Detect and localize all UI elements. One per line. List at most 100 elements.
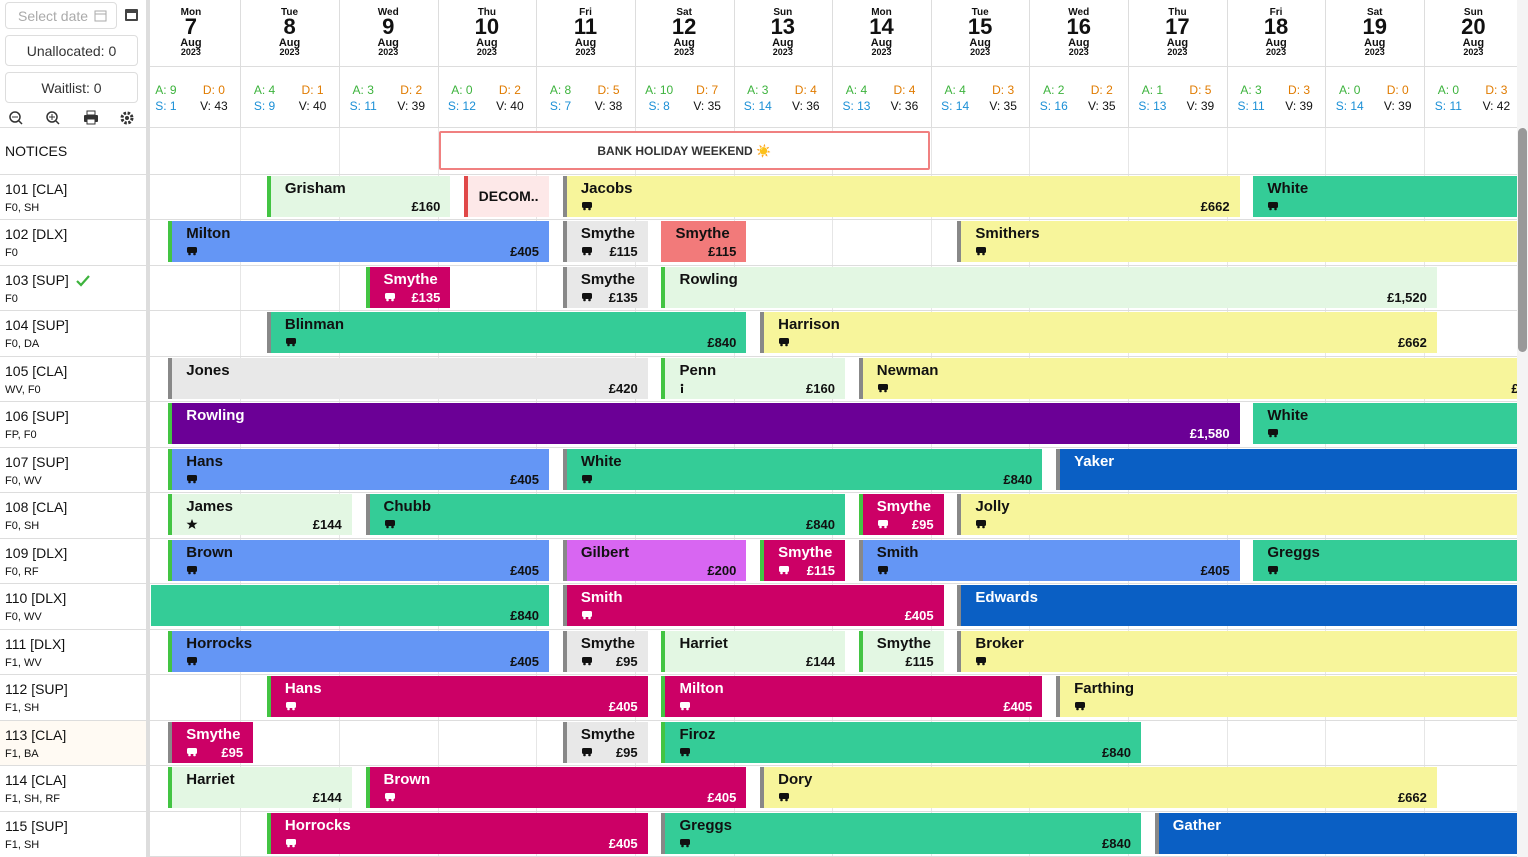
booking[interactable]: Firoz £840 xyxy=(661,721,1141,763)
day-year: 2023 xyxy=(476,47,497,57)
booking[interactable]: Gilbert £200 xyxy=(562,539,747,581)
booking-price: £840 xyxy=(806,517,835,532)
booking[interactable]: Farthing xyxy=(1056,676,1517,717)
booking[interactable]: Blinman £840 xyxy=(266,312,747,353)
booking[interactable]: Harriet £144 xyxy=(168,767,352,808)
booking[interactable]: Greggs £840 xyxy=(661,812,1141,854)
booking[interactable]: Smithers xyxy=(957,221,1517,262)
booking[interactable]: Brown £405 xyxy=(365,767,747,808)
booking[interactable]: Milton £405 xyxy=(661,676,1043,717)
booking[interactable]: Jolly xyxy=(957,494,1517,535)
day-year: 2023 xyxy=(1068,47,1089,57)
booking[interactable]: Hans £405 xyxy=(266,676,648,717)
header-divider xyxy=(733,0,735,128)
booking[interactable]: Rowling £1,520 xyxy=(661,266,1437,308)
booking[interactable]: Penn £160 xyxy=(661,357,845,399)
booking-price: £115 xyxy=(905,653,934,669)
booking-price: £840 xyxy=(1102,744,1131,760)
booking[interactable]: Broker xyxy=(957,630,1517,672)
scrollbar[interactable] xyxy=(1517,0,1528,857)
booking[interactable]: Smythe £115 xyxy=(760,539,845,581)
print[interactable] xyxy=(84,110,98,125)
booking[interactable]: Dory £662 xyxy=(760,767,1437,808)
guest-name: Milton xyxy=(186,225,231,242)
booking[interactable]: Harrison £662 xyxy=(760,312,1437,353)
room-features: F0 xyxy=(5,292,18,305)
booking[interactable]: Smythe £95 xyxy=(858,494,944,535)
waitlist-label: Waitlist: 0 xyxy=(41,79,102,96)
date-input[interactable]: Select date xyxy=(5,2,117,29)
booking[interactable]: Milton £405 xyxy=(168,221,550,262)
booking[interactable]: White xyxy=(1253,175,1517,217)
stays: S: 11 xyxy=(1237,99,1265,113)
scroll-thumb[interactable] xyxy=(1518,128,1527,352)
booking[interactable]: Jacobs £662 xyxy=(562,175,1240,217)
calendar-button[interactable] xyxy=(124,7,139,22)
notice-banner[interactable]: BANK HOLIDAY WEEKEND ☀️ xyxy=(438,131,930,170)
booking[interactable]: Smythe £115 xyxy=(562,221,648,262)
header-divider xyxy=(338,0,340,128)
booking-price: £115 xyxy=(806,562,835,578)
booking[interactable]: Smith £405 xyxy=(858,539,1240,581)
row-line xyxy=(150,310,1517,311)
booking-icon xyxy=(581,474,592,483)
booking[interactable]: Gather xyxy=(1154,812,1517,854)
booking[interactable]: Smythe £115 xyxy=(661,221,747,262)
booking[interactable]: Smythe £135 xyxy=(365,266,451,308)
booking[interactable]: Smythe £115 xyxy=(858,630,944,672)
booking[interactable]: Smythe £95 xyxy=(562,721,648,763)
booking[interactable]: Smythe £95 xyxy=(168,721,254,763)
booking[interactable]: Greggs xyxy=(1253,539,1517,581)
booking[interactable]: Harriet £144 xyxy=(661,630,845,672)
booking[interactable]: Chubb £840 xyxy=(365,494,845,535)
row-line xyxy=(150,674,1517,675)
booking-price: £160 xyxy=(411,198,441,214)
booking[interactable]: Horrocks £405 xyxy=(266,812,648,854)
booking[interactable]: Yaker xyxy=(1056,448,1517,490)
zoom-in[interactable] xyxy=(46,111,60,125)
guest-name: Gilbert xyxy=(580,543,630,561)
room-cell: 111 [DLX] F1, WV xyxy=(0,628,146,675)
calendar-icon xyxy=(94,10,107,22)
booking[interactable]: Smythe £95 xyxy=(562,630,648,672)
day-month: Aug xyxy=(377,37,399,49)
guest-name: Smythe xyxy=(383,270,438,288)
guest-name: Smythe xyxy=(580,270,636,288)
booking[interactable]: Smith £405 xyxy=(562,585,944,626)
booking[interactable]: Newman £662 xyxy=(858,357,1517,399)
settings[interactable] xyxy=(120,111,134,125)
booking[interactable]: Jones £420 xyxy=(168,357,648,399)
booking[interactable]: Brown £405 xyxy=(168,539,550,581)
booking[interactable]: James £144 xyxy=(168,494,352,535)
booking-price: £405 xyxy=(1003,699,1033,714)
guest-name: Smythe xyxy=(580,725,636,743)
booking[interactable]: Grisham £160 xyxy=(266,175,451,217)
day-year: 2023 xyxy=(180,47,201,57)
unallocated[interactable]: Unallocated: 0 xyxy=(5,35,138,66)
day-year: 2023 xyxy=(1364,47,1385,57)
day-number: 12 xyxy=(671,14,697,39)
room-features: FP, F0 xyxy=(5,429,37,441)
booking[interactable]: DECOM.. xyxy=(464,175,549,217)
booking[interactable]: Edwards xyxy=(957,585,1517,626)
booking[interactable]: Horrocks £405 xyxy=(168,630,550,672)
room-features: F0, SH xyxy=(5,201,40,214)
waitlist[interactable]: Waitlist: 0 xyxy=(5,72,138,103)
booking-price: £840 xyxy=(1102,835,1131,851)
vacant: V: 39 xyxy=(397,99,425,113)
booking[interactable]: Rowling £1,580 xyxy=(168,403,1240,444)
day-name: Mon xyxy=(871,7,892,18)
booking[interactable]: £840 xyxy=(150,585,550,626)
day-name: Wed xyxy=(377,7,399,18)
booking[interactable]: White xyxy=(1253,403,1517,444)
vacant: V: 40 xyxy=(496,99,524,113)
booking-price: £662 xyxy=(1397,790,1427,805)
zoom-out[interactable] xyxy=(9,111,23,125)
booking[interactable]: Smythe £135 xyxy=(562,266,648,308)
day-name: Tue xyxy=(281,7,299,18)
booking[interactable]: White £840 xyxy=(562,448,1043,490)
booking[interactable]: Hans £405 xyxy=(168,448,550,490)
booking-icon xyxy=(187,565,198,574)
guest-name: Grisham xyxy=(284,179,346,197)
booking-price: £144 xyxy=(312,790,342,805)
